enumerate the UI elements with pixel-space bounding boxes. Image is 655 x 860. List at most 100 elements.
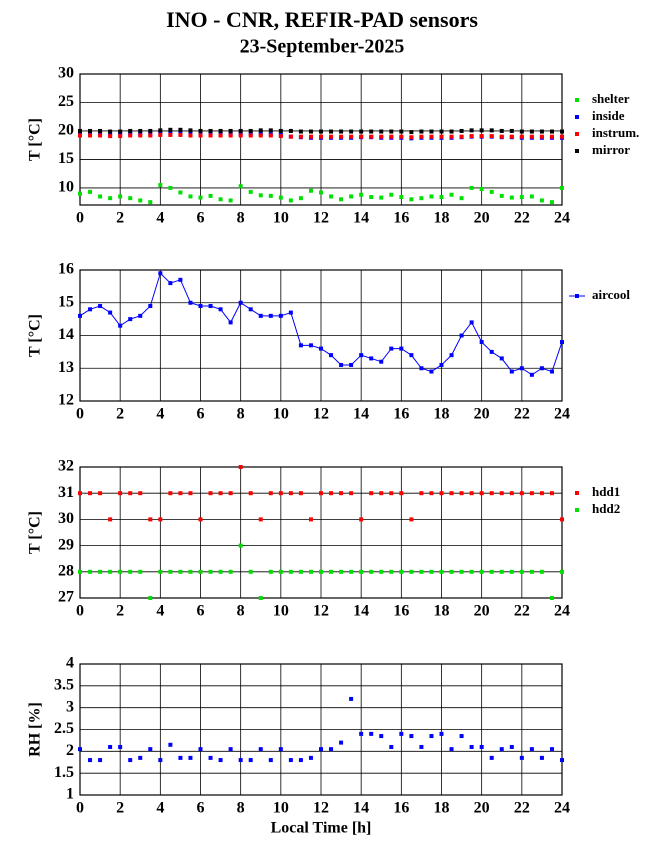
data-point: [429, 491, 434, 496]
data-point: [539, 198, 544, 203]
data-point: [118, 134, 123, 139]
data-point: [499, 491, 504, 496]
data-point: [298, 758, 303, 763]
data-point: [308, 755, 313, 760]
data-point: [298, 129, 303, 134]
data-point: [539, 755, 544, 760]
data-point: [409, 517, 414, 522]
data-point: [218, 491, 223, 496]
data-point: [208, 569, 213, 574]
y-tick-label: 2: [66, 742, 74, 759]
x-axis-label: Local Time [h]: [271, 820, 372, 837]
y-tick-label: 30: [58, 65, 74, 82]
chart-subtitle: 23-September-2025: [240, 36, 405, 58]
data-point: [118, 194, 123, 199]
data-point: [539, 491, 544, 496]
data-point: [108, 129, 113, 134]
y-tick-label: 3.5: [54, 677, 74, 694]
data-point: [248, 128, 253, 133]
data-point: [128, 569, 133, 574]
legend-marker: [575, 294, 579, 298]
data-point: [198, 304, 203, 309]
data-point: [369, 356, 374, 361]
data-point: [449, 129, 454, 134]
data-point: [268, 491, 273, 496]
data-point: [539, 134, 544, 139]
data-point: [78, 313, 82, 318]
plot-frame: [79, 466, 563, 599]
data-point: [449, 569, 454, 574]
x-tick-label: 0: [76, 406, 84, 423]
legend-label: inside: [592, 108, 625, 123]
x-tick-label: 0: [76, 603, 84, 620]
data-point: [88, 491, 93, 496]
data-point: [329, 491, 334, 496]
x-tick-label: 0: [76, 800, 84, 817]
y-axis-label: T [°C]: [27, 314, 44, 357]
data-point: [298, 491, 303, 496]
plot-frame: [79, 663, 563, 796]
data-point: [218, 569, 223, 574]
data-point: [178, 190, 183, 195]
data-point: [499, 356, 504, 361]
data-point: [198, 128, 203, 133]
data-point: [188, 755, 193, 760]
data-point: [308, 569, 313, 574]
data-point: [178, 755, 183, 760]
data-point: [560, 517, 564, 522]
data-point: [308, 517, 313, 522]
data-point: [399, 569, 404, 574]
data-point: [549, 596, 554, 600]
data-point: [429, 734, 434, 739]
x-tick-label: 14: [353, 406, 369, 423]
data-point: [258, 128, 263, 133]
data-point: [439, 362, 444, 367]
data-point: [399, 129, 404, 134]
x-tick-label: 22: [514, 210, 530, 227]
data-point: [138, 198, 143, 203]
data-point: [329, 194, 334, 199]
data-point: [218, 758, 223, 763]
data-point: [298, 134, 303, 139]
data-point: [168, 281, 173, 286]
x-tick-label: 12: [313, 800, 329, 817]
data-point: [228, 133, 233, 138]
data-point: [88, 133, 93, 138]
data-point: [88, 189, 93, 194]
data-point: [469, 491, 474, 496]
x-tick-label: 2: [116, 800, 124, 817]
data-point: [509, 128, 514, 133]
data-point: [560, 185, 564, 190]
data-point: [409, 135, 414, 140]
x-tick-label: 4: [156, 406, 164, 423]
data-point: [268, 133, 273, 138]
data-point: [308, 129, 313, 134]
data-point: [339, 197, 344, 202]
data-point: [469, 185, 474, 190]
data-point: [238, 133, 243, 138]
data-point: [238, 758, 243, 763]
legend-label: shelter: [592, 91, 630, 106]
data-point: [218, 128, 223, 133]
data-point: [499, 569, 504, 574]
data-point: [519, 755, 524, 760]
y-tick-label: 12: [58, 392, 74, 409]
data-point: [479, 569, 484, 574]
data-point: [278, 491, 283, 496]
data-point: [419, 569, 424, 574]
data-point: [168, 569, 173, 574]
y-tick-label: 1: [66, 786, 74, 803]
data-point: [519, 491, 524, 496]
data-point: [429, 129, 434, 134]
data-point: [329, 129, 334, 134]
data-point: [349, 194, 354, 199]
data-point: [419, 129, 424, 134]
data-point: [288, 134, 293, 139]
data-point: [509, 369, 514, 374]
x-tick-label: 20: [474, 603, 490, 620]
data-point: [148, 133, 153, 138]
x-tick-label: 20: [474, 406, 490, 423]
data-point: [359, 517, 364, 522]
data-point: [278, 134, 283, 139]
